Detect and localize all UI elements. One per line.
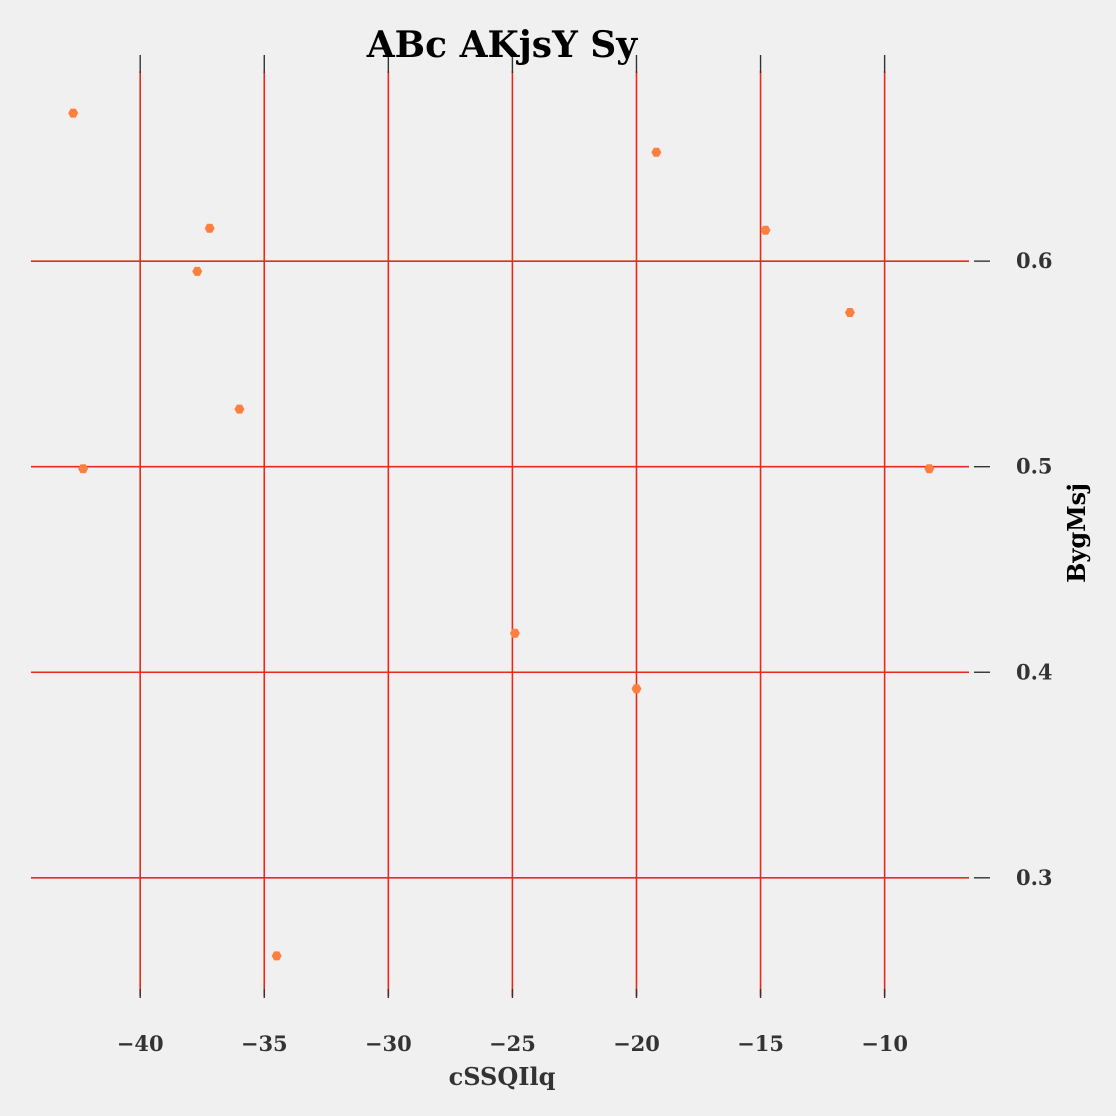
y-axis-label: BygMsj [1062,483,1091,583]
y-tick-label: 0.3 [1016,865,1053,890]
x-tick-label: −25 [489,1031,536,1056]
data-point [760,225,771,235]
points [68,108,935,961]
y-tick-label: 0.6 [1016,248,1053,273]
x-tick-label: −10 [861,1031,908,1056]
ticks: −40 −35 −30 −25 −20 −15 −10 0.3 0.4 0.5 0.6 [117,55,1053,1056]
x-tick-label: −20 [613,1031,660,1056]
data-point [271,951,282,961]
data-point [234,404,245,414]
y-tick-label: 0.4 [1016,659,1053,684]
data-point [192,266,203,276]
data-point [844,308,855,318]
x-tick-label: −15 [737,1031,784,1056]
y-tick-label: 0.5 [1016,454,1053,479]
x-tick-label: −40 [117,1031,164,1056]
grid [31,71,969,996]
x-axis-label: cSSQIlq [449,1062,556,1091]
data-point [78,464,89,474]
chart-title: ABc AKjsY Sy [366,24,639,66]
x-tick-label: −35 [241,1031,288,1056]
data-point [509,628,520,638]
data-point [924,464,935,474]
x-tick-label: −30 [365,1031,412,1056]
data-point [631,684,642,694]
data-point [204,223,215,233]
data-point [651,147,662,157]
data-point [68,108,79,118]
